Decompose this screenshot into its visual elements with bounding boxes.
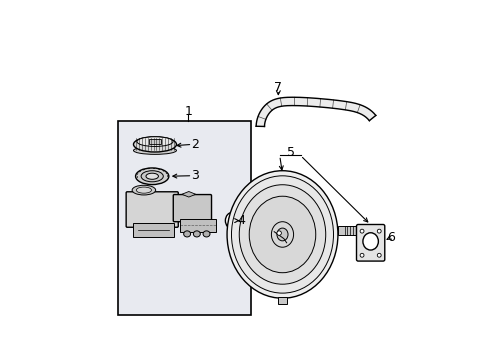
Text: 7: 7 [274,81,282,94]
Bar [337,226,356,235]
Text: 2: 2 [191,138,199,151]
Ellipse shape [135,168,168,185]
Ellipse shape [183,231,190,237]
FancyBboxPatch shape [173,194,211,222]
Bar [133,223,174,237]
FancyBboxPatch shape [356,225,384,261]
Bar [149,139,160,144]
Polygon shape [256,97,375,126]
Ellipse shape [362,233,378,250]
Ellipse shape [239,185,325,284]
Circle shape [359,253,363,257]
Ellipse shape [228,216,236,225]
Ellipse shape [226,171,337,298]
Bar [278,297,286,304]
Polygon shape [182,192,195,197]
Ellipse shape [133,147,176,154]
Text: 3: 3 [191,169,199,182]
Ellipse shape [133,137,176,152]
Bar [180,219,216,232]
Ellipse shape [193,231,200,237]
Bar [117,121,250,315]
Ellipse shape [146,173,158,179]
Ellipse shape [203,231,209,237]
Ellipse shape [276,228,287,241]
Text: 1: 1 [184,105,192,118]
Text: 5: 5 [286,146,294,159]
Ellipse shape [249,196,315,273]
Text: 6: 6 [386,231,395,244]
Circle shape [359,229,363,233]
Ellipse shape [231,176,333,293]
Circle shape [377,229,380,233]
Ellipse shape [271,222,293,247]
Circle shape [276,231,281,235]
Ellipse shape [137,137,173,147]
Ellipse shape [225,212,239,229]
Text: 4: 4 [237,214,244,227]
Ellipse shape [132,185,155,195]
FancyBboxPatch shape [126,192,178,227]
Ellipse shape [136,187,151,193]
Ellipse shape [141,171,163,182]
Circle shape [377,253,380,257]
